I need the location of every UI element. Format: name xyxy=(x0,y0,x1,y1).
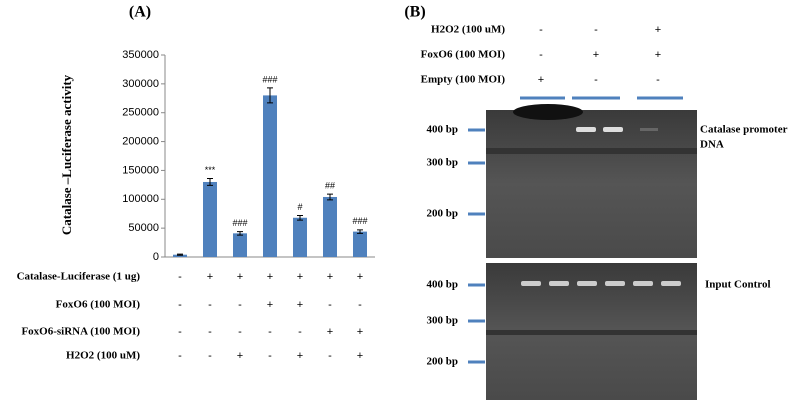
condition-mark: - xyxy=(208,350,212,362)
gel-label: Input Control xyxy=(705,279,771,291)
condition-mark: + xyxy=(297,350,303,362)
panel-title: (B) xyxy=(404,4,425,21)
y-tick-label: 300000 xyxy=(122,78,159,90)
annotation: # xyxy=(297,202,302,212)
error-bar xyxy=(267,87,273,104)
marker-label: 200 bp xyxy=(427,356,459,368)
condition-mark: - xyxy=(178,326,182,338)
condition-mark: + xyxy=(357,326,363,338)
condition-label: FoxO6-siRNA (100 MOI) xyxy=(21,326,140,338)
condition-mark: - xyxy=(238,299,242,311)
annotation: *** xyxy=(205,165,216,175)
condition-mark: + xyxy=(357,350,363,362)
error-bar xyxy=(237,231,243,236)
bar xyxy=(323,196,337,257)
condition-mark: + xyxy=(207,271,213,283)
error-bar xyxy=(207,178,213,186)
condition-label: Catalase-Luciferase (1 ug) xyxy=(17,271,141,283)
lane-mark: - xyxy=(656,74,660,86)
condition-mark: + xyxy=(297,299,303,311)
y-tick-label: 150000 xyxy=(122,164,159,176)
lane-mark: - xyxy=(539,24,543,36)
panel-title: (A) xyxy=(129,4,151,21)
marker-label: 300 bp xyxy=(427,315,459,327)
y-tick-label: 50000 xyxy=(128,222,159,234)
condition-mark: - xyxy=(268,350,272,362)
bar xyxy=(173,254,187,257)
y-tick-label: 0 xyxy=(153,251,159,263)
lane-mark: + xyxy=(655,24,661,36)
bar xyxy=(263,95,277,258)
lane-mark: + xyxy=(655,49,661,61)
marker-label: 300 bp xyxy=(427,157,459,169)
lane-mark: - xyxy=(594,24,598,36)
condition-mark: + xyxy=(267,299,273,311)
annotation: ## xyxy=(325,180,335,190)
condition-label: H2O2 (100 uM) xyxy=(66,350,140,362)
lane-mark: - xyxy=(539,49,543,61)
condition-mark: + xyxy=(237,271,243,283)
condition-mark: + xyxy=(357,271,363,283)
condition-mark: - xyxy=(178,350,182,362)
condition-mark: - xyxy=(208,326,212,338)
marker-label: 400 bp xyxy=(427,279,459,291)
condition-mark: + xyxy=(267,271,273,283)
y-tick-label: 350000 xyxy=(122,49,159,61)
condition-mark: + xyxy=(297,271,303,283)
lane-mark: + xyxy=(538,74,544,86)
condition-mark: - xyxy=(268,326,272,338)
condition-mark: - xyxy=(178,271,182,283)
marker-label: 400 bp xyxy=(427,124,459,136)
annotation: ### xyxy=(232,218,247,228)
bar xyxy=(353,231,367,257)
lane-label: FoxO6 (100 MOI) xyxy=(421,49,506,61)
lane-mark: - xyxy=(594,74,598,86)
condition-mark: + xyxy=(327,271,333,283)
condition-mark: - xyxy=(208,299,212,311)
bar xyxy=(293,217,307,257)
lane-mark: + xyxy=(593,49,599,61)
bar xyxy=(203,181,217,257)
gel-top xyxy=(486,104,697,258)
condition-mark: - xyxy=(298,326,302,338)
condition-mark: - xyxy=(358,299,362,311)
y-axis-label: Catalase –Luciferase activity xyxy=(59,74,74,235)
error-bar xyxy=(177,253,183,256)
marker-label: 200 bp xyxy=(427,208,459,220)
condition-mark: - xyxy=(328,350,332,362)
gel-bottom xyxy=(486,263,697,400)
annotation: ### xyxy=(262,74,277,84)
condition-label: FoxO6 (100 MOI) xyxy=(56,299,141,311)
error-bar xyxy=(297,214,303,221)
error-bar xyxy=(327,193,333,201)
error-bar xyxy=(357,229,363,234)
condition-mark: + xyxy=(237,350,243,362)
condition-mark: + xyxy=(327,326,333,338)
lane-label: Empty (100 MOI) xyxy=(421,74,506,86)
lane-label: H2O2 (100 uM) xyxy=(431,24,505,36)
y-tick-label: 200000 xyxy=(122,135,159,147)
y-tick-label: 250000 xyxy=(122,107,159,119)
gel-label: DNA xyxy=(700,139,724,151)
gel-label: Catalase promoter xyxy=(700,124,788,136)
condition-mark: - xyxy=(178,299,182,311)
condition-mark: - xyxy=(328,299,332,311)
annotation: ### xyxy=(352,216,367,226)
condition-mark: - xyxy=(238,326,242,338)
y-tick-label: 100000 xyxy=(122,193,159,205)
bar xyxy=(233,233,247,257)
